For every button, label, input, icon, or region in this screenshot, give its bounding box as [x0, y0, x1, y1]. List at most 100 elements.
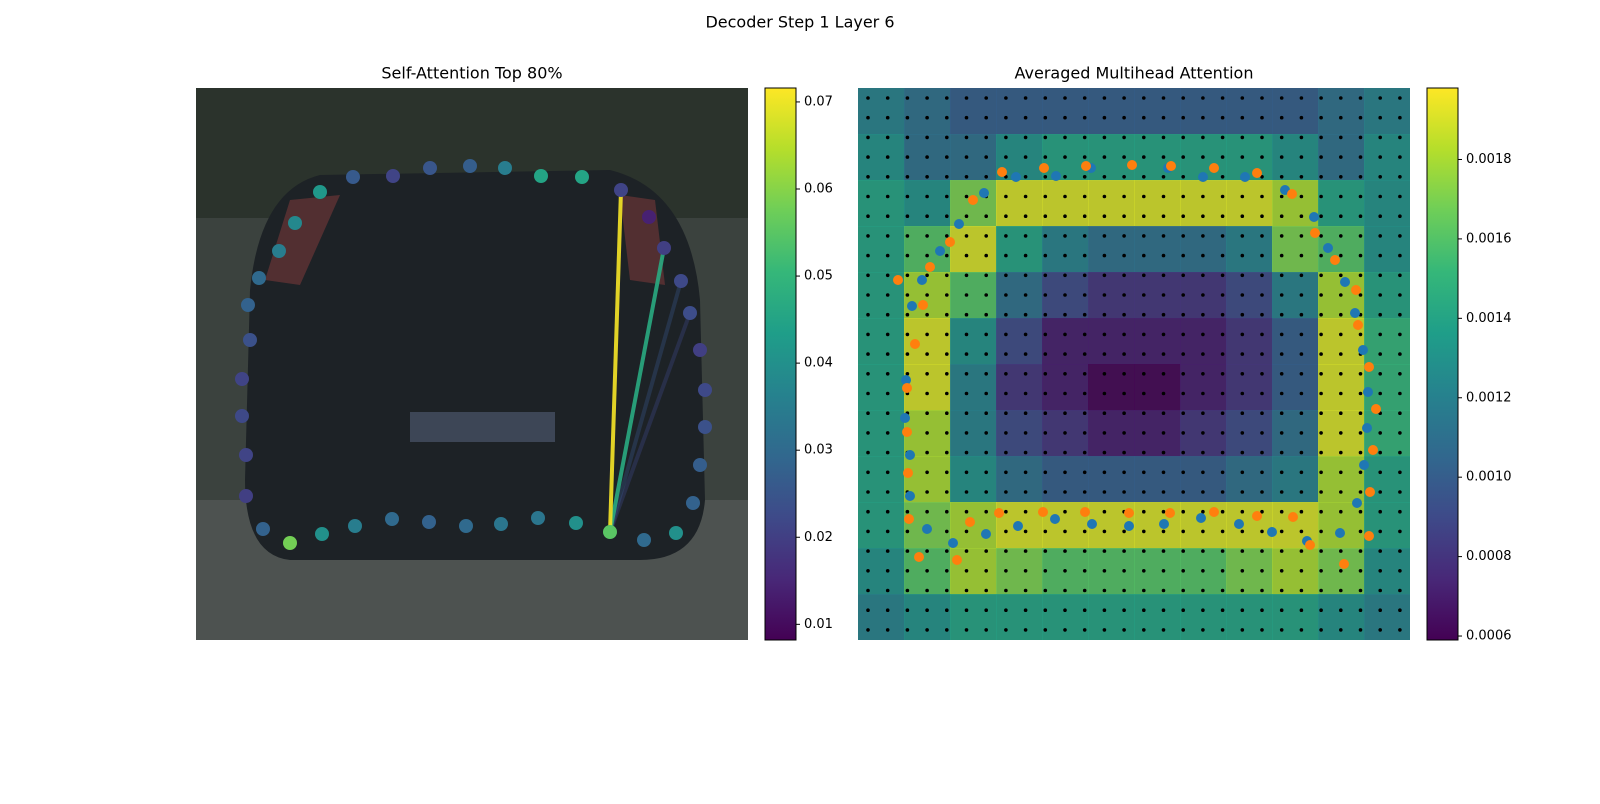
grid-dot [964, 135, 969, 140]
grid-dot [964, 372, 969, 376]
heat-cell [1042, 180, 1089, 227]
colorbar-tick-label: 0.0012 [1466, 390, 1512, 405]
grid-dot [1161, 431, 1166, 435]
grid-dot [1260, 628, 1264, 632]
grid-dot [1181, 628, 1185, 632]
grid-dot [925, 273, 929, 278]
grid-dot [964, 175, 969, 179]
grid-dot [1339, 490, 1343, 494]
grid-dot [1122, 569, 1126, 573]
grid-dot [1023, 273, 1028, 278]
grid-dot [1063, 115, 1067, 120]
grid-dot [1004, 253, 1008, 258]
grid-dot [1142, 96, 1146, 100]
grid-dot [964, 194, 969, 199]
grid-dot [1319, 155, 1323, 159]
grid-dot [1240, 549, 1245, 553]
keypoint [925, 262, 935, 272]
grid-dot [1142, 372, 1146, 376]
heat-cell [950, 88, 997, 135]
grid-dot [1142, 431, 1146, 435]
grid-dot [1299, 450, 1304, 455]
grid-dot [964, 293, 969, 297]
heat-cell [1272, 364, 1319, 411]
keypoint [902, 383, 912, 393]
grid-dot [1142, 470, 1146, 475]
grid-dot [1043, 372, 1048, 376]
grid-dot [1004, 588, 1008, 593]
heat-cell [1134, 134, 1181, 181]
grid-dot [1279, 411, 1284, 416]
grid-dot [1201, 470, 1205, 475]
grid-dot [1358, 96, 1363, 100]
grid-dot [925, 214, 929, 218]
heat-cell [950, 594, 997, 640]
grid-dot [885, 312, 890, 317]
grid-dot [1279, 391, 1284, 396]
grid-dot [1004, 431, 1008, 435]
keypoint [900, 413, 910, 423]
grid-dot [1082, 628, 1087, 632]
grid-dot [905, 588, 910, 593]
grid-dot [1102, 96, 1107, 100]
grid-dot [1339, 293, 1343, 297]
keypoint [1127, 160, 1137, 170]
grid-dot [1102, 175, 1107, 179]
grid-dot [905, 628, 910, 632]
grid-dot [1201, 194, 1205, 199]
grid-dot [1319, 332, 1323, 337]
keypoint [1198, 172, 1208, 182]
grid-dot [1181, 431, 1185, 435]
grid-dot [1063, 352, 1067, 356]
grid-dot [1358, 509, 1363, 514]
grid-dot [945, 96, 949, 100]
grid-dot [964, 332, 969, 337]
heat-cell [1134, 364, 1181, 411]
grid-dot [1161, 628, 1166, 632]
grid-dot [1240, 135, 1245, 140]
grid-dot [866, 332, 870, 337]
keypoint [1351, 285, 1361, 295]
grid-dot [885, 569, 890, 573]
grid-dot [1260, 549, 1264, 553]
grid-dot [885, 194, 890, 199]
grid-dot [1142, 450, 1146, 455]
grid-dot [1201, 529, 1205, 534]
grid-dot [945, 470, 949, 475]
heat-cell [1318, 594, 1365, 640]
point [693, 343, 707, 357]
grid-dot [1161, 509, 1166, 514]
grid-dot [1220, 352, 1225, 356]
grid-dot [1082, 529, 1087, 534]
grid-dot [1063, 214, 1067, 218]
grid-dot [1299, 431, 1304, 435]
grid-dot [885, 411, 890, 416]
grid-dot [905, 608, 910, 612]
grid-dot [925, 608, 929, 612]
point [346, 170, 360, 184]
heat-cell [1180, 180, 1227, 227]
grid-dot [1181, 135, 1185, 140]
grid-dot [1260, 569, 1264, 573]
grid-dot [1043, 549, 1048, 553]
grid-dot [1378, 490, 1382, 494]
grid-dot [925, 175, 929, 179]
attention-edge [608, 189, 623, 533]
heat-cell [1272, 594, 1319, 640]
grid-dot [945, 135, 949, 140]
keypoint [1013, 521, 1023, 531]
heat-cell [858, 318, 905, 365]
heat-cell [950, 410, 997, 457]
grid-dot [1260, 490, 1264, 494]
grid-dot [1279, 549, 1284, 553]
grid-dot [1398, 352, 1402, 356]
keypoint [1165, 508, 1175, 518]
colorbar-tick-label: 0.0016 [1466, 231, 1512, 246]
grid-dot [1161, 194, 1166, 199]
grid-dot [945, 372, 949, 376]
grid-dot [1063, 529, 1067, 534]
grid-dot [945, 391, 949, 396]
colorbar-tick-label: 0.0010 [1466, 470, 1512, 485]
grid-dot [1240, 273, 1245, 278]
grid-dot [885, 352, 890, 356]
